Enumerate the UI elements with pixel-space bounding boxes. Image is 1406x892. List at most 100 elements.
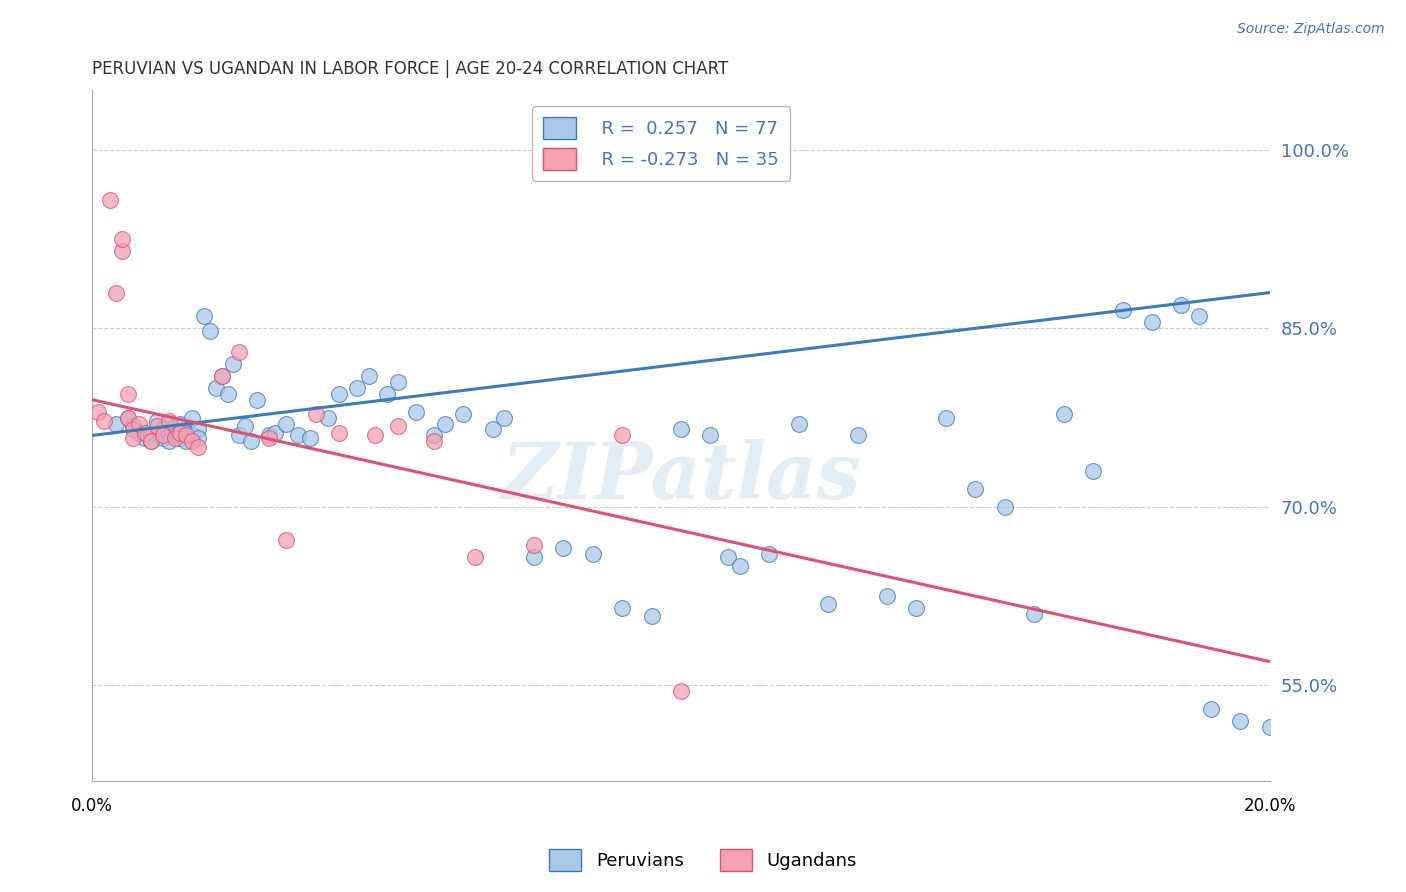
Point [364,428,387,442]
Point [122,422,145,436]
Point [110,232,132,246]
Point [876,589,898,603]
Point [134,425,156,440]
Point [169,431,191,445]
Point [157,425,180,440]
Point [1081,464,1104,478]
Point [1199,702,1222,716]
Text: ZIPatlas: ZIPatlas [502,439,860,515]
Point [481,422,503,436]
Point [222,357,245,371]
Point [357,368,380,383]
Point [163,428,186,442]
Point [139,434,162,449]
Point [523,538,546,552]
Point [375,386,398,401]
Point [758,548,780,562]
Point [994,500,1017,514]
Point [176,428,198,442]
Point [181,410,204,425]
Point [146,414,169,428]
Point [152,431,174,445]
Point [217,386,239,401]
Point [935,410,957,425]
Point [240,434,263,449]
Point [1258,720,1281,734]
Point [176,425,198,440]
Point [263,425,285,440]
Point [157,434,180,449]
Point [276,417,298,431]
Point [640,609,662,624]
Point [198,324,221,338]
Point [328,386,350,401]
Legend:   R =  0.257   N = 77,   R = -0.273   N = 35: R = 0.257 N = 77, R = -0.273 N = 35 [533,106,790,181]
Point [122,431,145,445]
Point [305,407,328,421]
Point [669,422,692,436]
Point [1170,297,1192,311]
Point [553,541,575,556]
Point [117,386,139,401]
Point [276,533,298,548]
Point [717,549,740,564]
Text: PERUVIAN VS UGANDAN IN LABOR FORCE | AGE 20-24 CORRELATION CHART: PERUVIAN VS UGANDAN IN LABOR FORCE | AGE… [93,60,728,78]
Point [387,375,409,389]
Point [169,425,191,440]
Point [187,440,209,454]
Point [98,193,121,207]
Point [422,434,444,449]
Point [152,422,174,436]
Point [699,428,721,442]
Point [176,434,198,449]
Point [1188,310,1211,324]
Point [581,548,603,562]
Point [1229,714,1251,728]
Point [610,428,633,442]
Point [87,404,110,418]
Point [122,418,145,433]
Point [346,381,368,395]
Point [1140,315,1163,329]
Point [139,428,162,442]
Point [157,414,180,428]
Point [494,410,516,425]
Point [405,404,427,418]
Text: Source: ZipAtlas.com: Source: ZipAtlas.com [1237,22,1385,37]
Point [204,381,226,395]
Point [464,549,486,564]
Point [817,598,839,612]
Point [181,434,204,449]
Point [187,431,209,445]
Point [152,428,174,442]
Point [211,368,233,383]
Point [117,410,139,425]
Legend: Peruvians, Ugandans: Peruvians, Ugandans [541,842,865,879]
Point [787,417,810,431]
Point [434,417,457,431]
Point [669,684,692,698]
Point [211,368,233,383]
Point [728,559,751,574]
Point [146,418,169,433]
Point [228,345,250,359]
Point [905,601,928,615]
Point [163,431,186,445]
Point [163,418,186,433]
Point [257,428,280,442]
Point [139,434,162,449]
Point [187,422,209,436]
Point [181,428,204,442]
Point [169,417,191,431]
Point [246,392,269,407]
Point [965,482,987,496]
Point [316,410,339,425]
Point [128,425,150,440]
Point [451,407,474,421]
Point [846,428,869,442]
Point [1053,407,1076,421]
Point [93,414,115,428]
Point [193,310,215,324]
Point [328,425,350,440]
Point [110,244,132,258]
